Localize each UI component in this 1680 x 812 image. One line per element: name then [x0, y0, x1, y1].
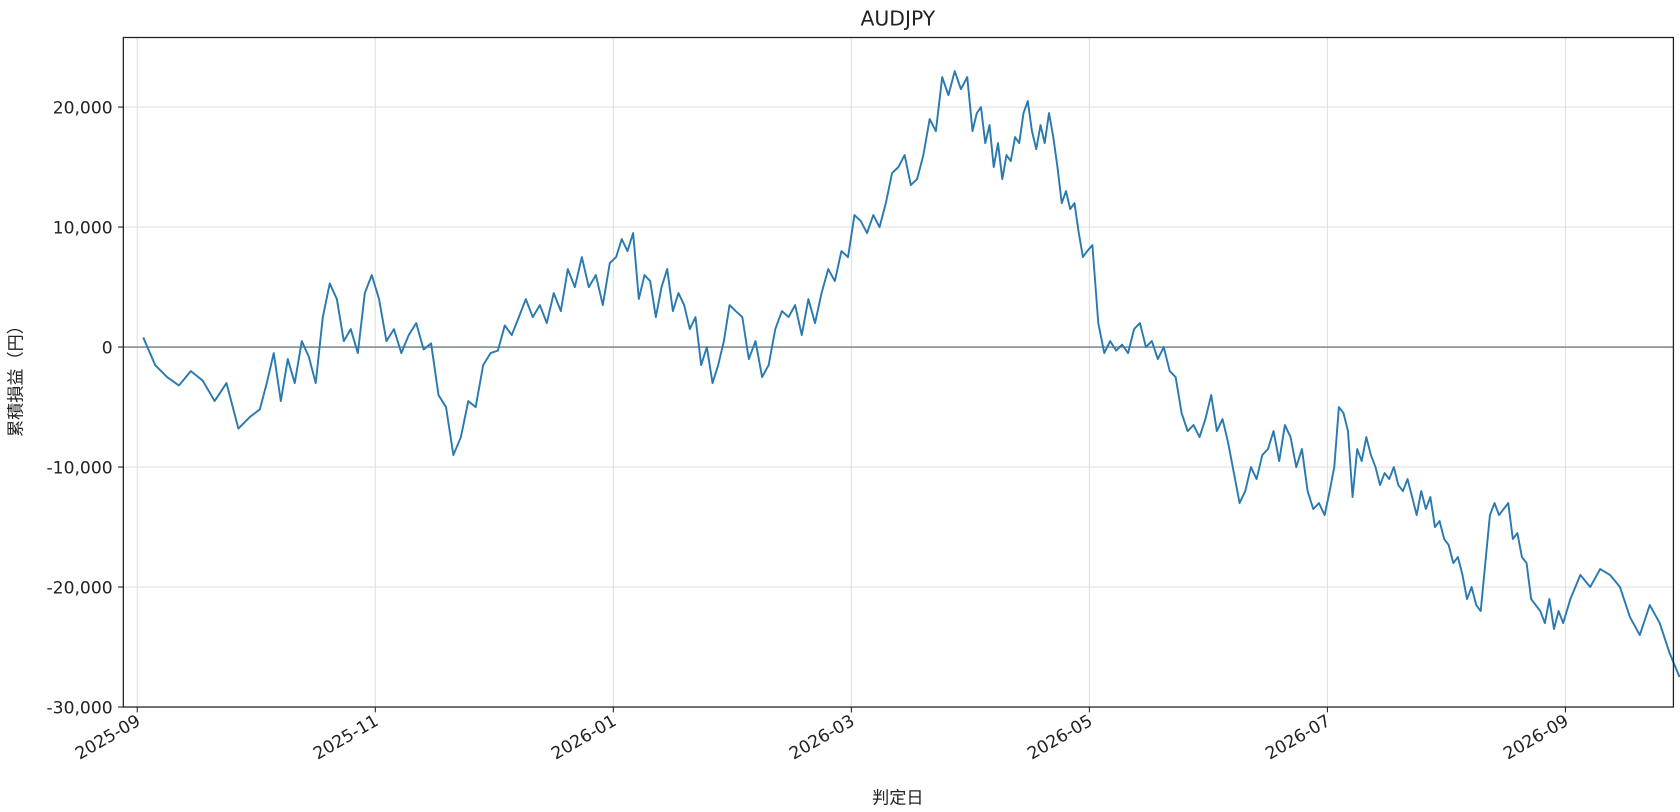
x-tick-label: 2026-07 — [1262, 711, 1334, 764]
x-axis-label: 判定日 — [872, 788, 923, 808]
x-tick-label: 2026-01 — [548, 711, 620, 764]
y-tick-label: -20,000 — [47, 578, 113, 598]
y-tick-label: 10,000 — [53, 218, 113, 238]
x-tick-label: 2026-03 — [786, 711, 858, 764]
y-axis-label: 累積損益（円） — [7, 317, 27, 437]
y-tick-label: -10,000 — [47, 458, 113, 478]
y-tick-label: 0 — [102, 338, 113, 358]
y-tick-label: 20,000 — [53, 99, 113, 119]
x-tick-label: 2025-09 — [72, 711, 144, 764]
x-tick-label: 2025-11 — [310, 711, 382, 764]
y-tick-label: -30,000 — [47, 698, 113, 718]
x-tick-label: 2026-05 — [1024, 711, 1096, 764]
data-line — [142, 70, 1680, 678]
x-tick-label: 2026-09 — [1500, 711, 1572, 764]
plot-frame — [122, 36, 1675, 708]
chart-title: AUDJPY — [860, 7, 935, 31]
